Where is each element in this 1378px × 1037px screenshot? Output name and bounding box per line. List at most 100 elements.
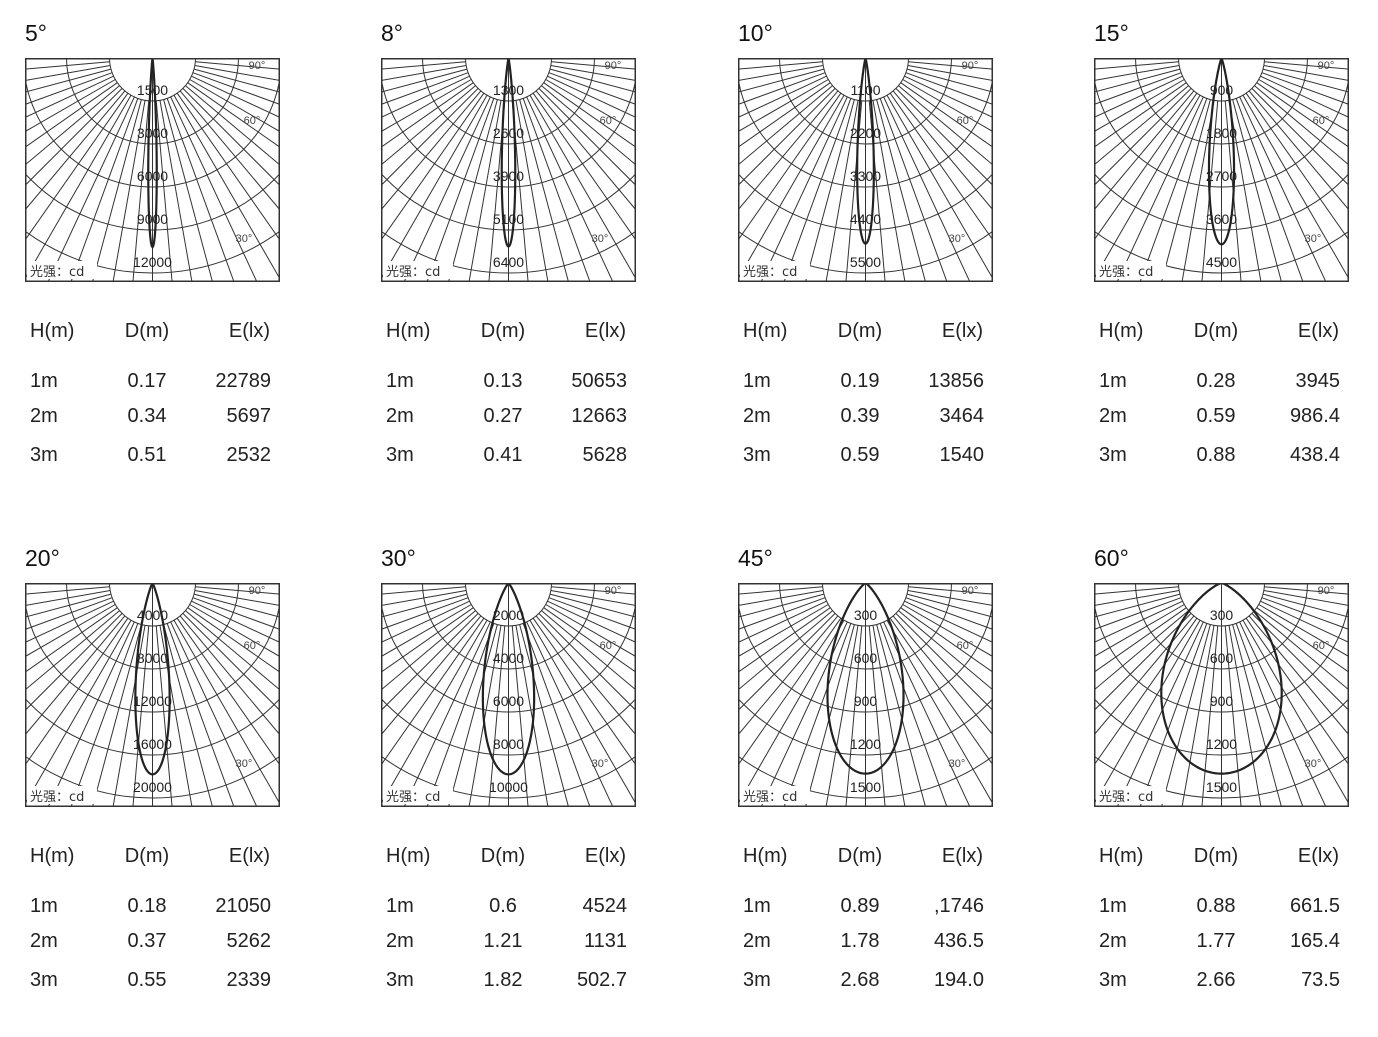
- angle-spoke: [902, 79, 993, 133]
- ring-label: 20000: [133, 779, 172, 795]
- angle-spoke: [904, 75, 993, 119]
- angle-spoke: [738, 72, 826, 105]
- diameter-cell: 0.59: [1196, 405, 1236, 427]
- beam-angle-title: 30°: [381, 545, 416, 571]
- angle-spoke: [112, 100, 146, 282]
- table-row: 1m 0.28 3945: [1094, 370, 1354, 394]
- ring-label: 12000: [133, 254, 172, 270]
- angle-spoke: [872, 100, 906, 282]
- angle-label: 60°: [957, 115, 974, 127]
- angle-spoke: [515, 625, 549, 807]
- angle-spoke: [1264, 61, 1349, 70]
- ring-label: 6000: [493, 693, 524, 709]
- angle-spoke: [738, 68, 825, 93]
- angle-spoke: [550, 589, 636, 606]
- illuminance-cell: 5628: [582, 444, 628, 466]
- angle-spoke: [179, 90, 280, 211]
- angle-spoke: [760, 621, 848, 807]
- unit-label: 光强：cd: [743, 265, 797, 280]
- angle-spoke: [738, 82, 831, 148]
- illuminance-cell: 502.7: [576, 969, 627, 991]
- column-header: H(m): [386, 845, 431, 867]
- angle-spoke: [25, 64, 111, 81]
- angle-spoke: [551, 586, 636, 595]
- ring-label: 5500: [850, 254, 881, 270]
- illuminance-cell: 4524: [582, 895, 628, 917]
- diameter-cell: 1.77: [1196, 930, 1236, 952]
- angle-label: 30°: [592, 233, 609, 245]
- angle-spoke: [1248, 90, 1349, 211]
- angle-spoke: [845, 625, 863, 807]
- angle-spoke: [381, 94, 488, 280]
- diameter-cell: 0.34: [127, 405, 167, 427]
- angle-spoke: [195, 61, 280, 70]
- angle-spoke: [738, 613, 836, 712]
- angle-spoke: [194, 589, 280, 606]
- angle-spoke: [1224, 100, 1242, 282]
- diameter-cell: 0.89: [840, 895, 880, 917]
- height-cell: 2m: [30, 930, 58, 952]
- angle-spoke: [886, 619, 993, 805]
- angle-spoke: [25, 615, 126, 736]
- table-header: H(m) D(m) E(lx): [1094, 845, 1354, 869]
- angle-spoke: [1201, 625, 1219, 807]
- height-cell: 3m: [30, 969, 58, 991]
- height-cell: 3m: [1099, 969, 1127, 991]
- polar-intensity-diagram: 2000 4000 6000 8000 10000 90° 60° 30° 光强：cd: [381, 583, 636, 807]
- beam-panel: 60° 300 600 900 1200 1500 90° 60° 30° 光强：cd H(m) D(…: [1094, 537, 1378, 1037]
- angle-spoke: [193, 68, 280, 93]
- height-cell: 3m: [30, 444, 58, 466]
- angle-spoke: [189, 79, 280, 133]
- angle-spoke: [1261, 597, 1349, 630]
- diagram-frame: [381, 583, 636, 807]
- height-cell: 2m: [386, 405, 414, 427]
- angle-spoke: [381, 607, 474, 673]
- angle-spoke: [1094, 597, 1182, 630]
- angle-spoke: [908, 61, 993, 70]
- angle-spoke: [519, 624, 570, 807]
- angle-label: 60°: [1313, 640, 1330, 652]
- ring-label: 1500: [137, 82, 168, 98]
- angle-spoke: [1254, 85, 1349, 166]
- polar-intensity-diagram: 300 600 900 1200 1500 90° 60° 30° 光强：cd: [738, 583, 993, 807]
- angle-spoke: [551, 61, 636, 70]
- angle-spoke: [522, 98, 591, 282]
- column-header: E(lx): [584, 845, 626, 867]
- angle-spoke: [1235, 98, 1304, 282]
- angle-spoke: [738, 600, 827, 644]
- diameter-cell: 1.21: [483, 930, 523, 952]
- beam-angle-title: 8°: [381, 20, 403, 46]
- angle-spoke: [381, 613, 479, 712]
- angle-spoke: [25, 85, 120, 166]
- angle-spoke: [166, 98, 235, 282]
- angle-spoke: [1263, 589, 1349, 606]
- angle-spoke: [547, 75, 636, 119]
- angle-spoke: [182, 88, 280, 187]
- angle-spoke: [381, 72, 469, 105]
- angle-spoke: [179, 615, 280, 736]
- ring-label: 16000: [133, 736, 172, 752]
- angle-spoke: [529, 94, 636, 280]
- angle-spoke: [900, 607, 993, 673]
- column-header: E(lx): [1297, 320, 1339, 342]
- table-row: 3m 0.59 1540: [738, 444, 998, 468]
- angle-spoke: [1242, 94, 1349, 280]
- angle-spoke: [738, 619, 845, 805]
- angle-spoke: [25, 610, 120, 691]
- angle-spoke: [908, 586, 993, 595]
- ring-label: 3000: [137, 125, 168, 141]
- table-row: 2m 0.39 3464: [738, 405, 998, 429]
- table-row: 2m 1.78 436.5: [738, 930, 998, 954]
- polar-intensity-diagram: 300 600 900 1200 1500 90° 60° 30° 光强：cd: [1094, 583, 1349, 807]
- diameter-cell: 0.41: [483, 444, 523, 466]
- diameter-cell: 0.17: [127, 370, 167, 392]
- angle-spoke: [1094, 79, 1185, 133]
- angle-spoke: [1094, 88, 1192, 187]
- table-row: 3m 1.82 502.7: [381, 969, 641, 993]
- table-row: 1m 0.13 50653: [381, 370, 641, 394]
- polar-intensity-diagram: 1500 3000 6000 9000 12000 90° 60° 30° 光强：cd: [25, 58, 280, 282]
- angle-spoke: [738, 597, 826, 630]
- angle-spoke: [1201, 100, 1219, 282]
- diameter-cell: 0.88: [1196, 444, 1236, 466]
- ring-label: 2700: [1206, 168, 1237, 184]
